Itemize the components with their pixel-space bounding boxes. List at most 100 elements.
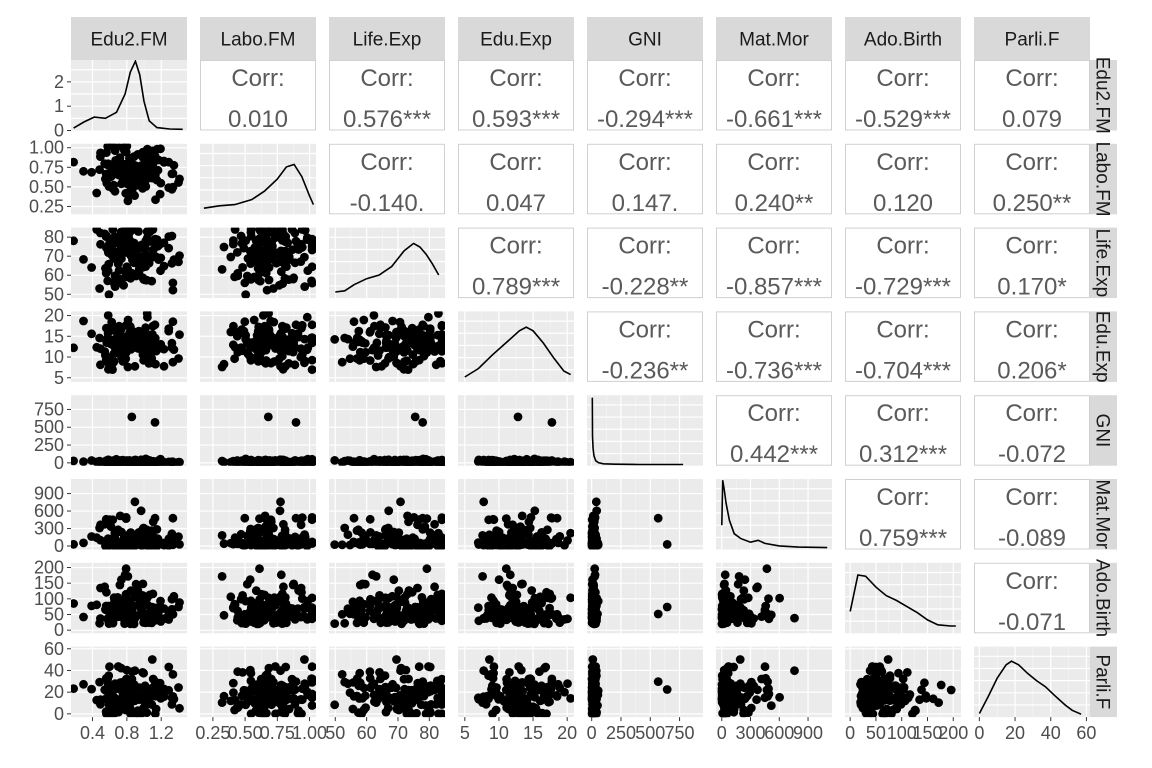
scatter-point: [910, 705, 920, 715]
scatter-point: [226, 327, 236, 337]
scatter-point: [491, 540, 501, 550]
scatter-point: [285, 342, 294, 352]
x-tick-label: 0.25: [195, 723, 230, 743]
scatter-point: [229, 688, 238, 697]
x-tick-label: 70: [388, 723, 408, 743]
scatter-point: [245, 246, 255, 256]
scatter-point: [168, 609, 178, 619]
y-tick-label: 200: [34, 558, 64, 578]
corr-value: -0.236**: [602, 357, 689, 384]
panel-4-0: [71, 395, 187, 466]
corr-value: 0.240**: [735, 190, 814, 217]
scatter-point: [337, 609, 347, 619]
scatter-point: [368, 539, 377, 549]
scatter-point: [946, 685, 956, 695]
scatter-point: [266, 245, 276, 255]
scatter-point: [307, 338, 316, 348]
scatter-point: [119, 354, 128, 364]
corr-panel-bg: [974, 143, 1090, 215]
scatter-point: [524, 456, 534, 466]
scatter-point: [434, 311, 443, 318]
scatter-point: [110, 538, 119, 548]
scatter-point: [484, 515, 494, 525]
scatter-point: [524, 530, 533, 540]
scatter-point: [731, 695, 740, 705]
scatter-point: [147, 358, 157, 368]
scatter-point: [119, 280, 128, 290]
corr-panel-bg: [845, 227, 961, 299]
scatter-point: [240, 317, 250, 327]
scatter-point: [238, 668, 248, 677]
x-tick-label: 300: [735, 723, 765, 743]
scatter-point: [127, 531, 137, 541]
scatter-point: [349, 317, 359, 327]
scatter-point: [928, 694, 938, 704]
scatter-point: [272, 697, 281, 707]
corr-panel-bg: [845, 60, 961, 131]
scatter-point: [752, 695, 761, 705]
scatter-point: [110, 146, 120, 156]
scatter-point: [300, 227, 310, 235]
y-tick-label: 500: [34, 417, 64, 437]
scatter-point: [232, 248, 242, 257]
scatter-point: [232, 539, 242, 548]
y-tick-label: 600: [34, 501, 64, 521]
scatter-point: [121, 514, 131, 523]
scatter-point: [749, 681, 759, 691]
corr-panel-bg: [974, 60, 1090, 131]
scatter-point: [239, 326, 249, 336]
scatter-point: [226, 252, 236, 262]
scatter-point: [437, 515, 445, 525]
scatter-point: [238, 263, 248, 272]
panel-2-7: Corr: 0.170*: [974, 227, 1090, 301]
scatter-point: [242, 271, 252, 281]
scatter-point: [274, 280, 284, 290]
panel-1-4: Corr: 0.147.: [587, 143, 703, 217]
scatter-point: [371, 362, 381, 372]
scatter-point: [168, 285, 178, 295]
scatter-point: [136, 506, 146, 516]
scatter-point: [287, 245, 297, 255]
scatter-point: [87, 456, 96, 465]
scatter-point: [752, 583, 761, 593]
scatter-point: [116, 249, 126, 259]
scatter-point: [349, 513, 359, 523]
scatter-point: [101, 707, 111, 717]
scatter-point: [422, 564, 432, 574]
corr-label: Corr:: [489, 149, 542, 176]
x-tick-label: 60: [1076, 723, 1096, 743]
scatter-point: [505, 456, 515, 466]
scatter-point: [361, 703, 370, 712]
scatter-point: [143, 233, 152, 243]
x-tick-label: 0: [974, 723, 984, 743]
scatter-point: [108, 227, 118, 234]
scatter-point: [511, 704, 521, 714]
x-tick-label: 500: [635, 723, 665, 743]
scatter-point: [287, 609, 297, 619]
corr-label: Corr:: [1005, 65, 1058, 92]
row-strip-7: [1090, 646, 1117, 718]
scatter-point: [413, 695, 422, 705]
row-strip-label: GNI: [1092, 414, 1113, 448]
scatter-point: [862, 702, 871, 712]
scatter-point: [123, 196, 133, 206]
scatter-point: [734, 683, 743, 693]
scatter-point: [302, 687, 312, 697]
scatter-point: [790, 613, 799, 623]
panel-1-6: Corr: 0.120: [845, 143, 961, 217]
panel-6-3: [458, 562, 574, 634]
scatter-point: [264, 263, 274, 272]
y-tick-label: 10: [44, 347, 64, 367]
scatter-point: [361, 347, 370, 357]
scatter-point: [521, 697, 530, 707]
corr-panel-bg: [458, 143, 574, 215]
scatter-point: [106, 246, 116, 256]
panel-background: [845, 562, 961, 634]
scatter-point: [253, 257, 263, 267]
scatter-point: [148, 517, 158, 527]
scatter-point: [246, 540, 256, 549]
scatter-point: [591, 497, 601, 507]
scatter-point: [368, 570, 377, 580]
scatter-point: [240, 513, 250, 523]
scatter-point: [119, 688, 128, 697]
